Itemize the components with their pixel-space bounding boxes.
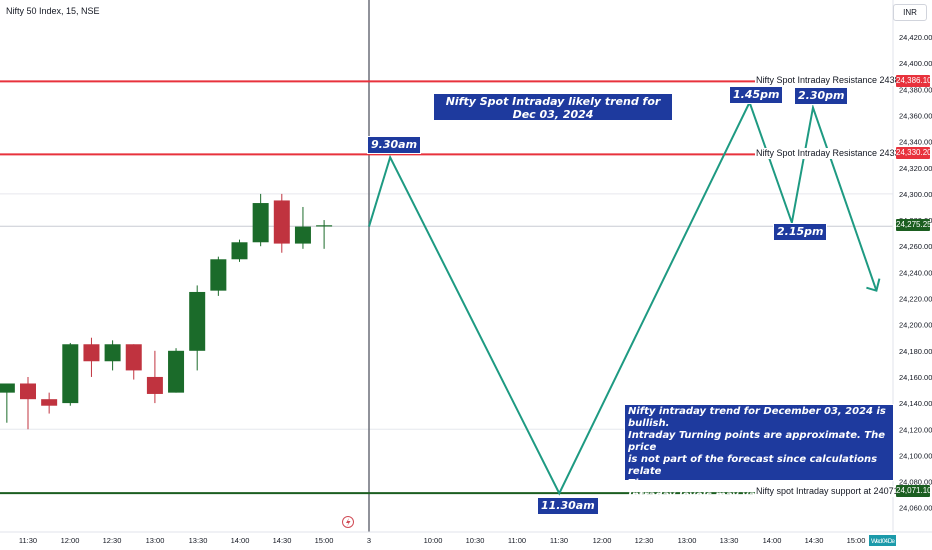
price-tick-label: 24,180.00: [899, 347, 932, 356]
time-tick-label: 10:00: [424, 536, 443, 545]
candle-body: [146, 376, 163, 394]
price-tick-label: 24,200.00: [899, 321, 932, 330]
candle-body: [20, 383, 36, 400]
price-tick-label: 24,360.00: [899, 111, 932, 120]
price-tick-label: 24,380.00: [899, 85, 932, 94]
support-price-tag: 24,071.10: [896, 485, 932, 497]
note-line: Nifty intraday trend for December 03, 20…: [628, 406, 886, 429]
time-tick-label: 14:00: [231, 536, 250, 545]
time-tick-label: 13:00: [678, 536, 697, 545]
candle-body: [294, 226, 311, 244]
forecast-note-box: Nifty intraday trend for December 03, 20…: [624, 404, 894, 525]
time-tick-label: 12:00: [61, 536, 80, 545]
price-tick-label: 24,420.00: [899, 33, 932, 42]
resistance-price-tag-1: 24,386.10: [896, 75, 932, 87]
time-tick-label: 11:30: [19, 536, 37, 545]
resistance-price-tag-2: 24,330.20: [896, 147, 932, 159]
time-tick-label: 13:00: [146, 536, 165, 545]
time-tick-label: Wed 04 De: [871, 538, 895, 545]
price-tick-label: 24,140.00: [899, 399, 932, 408]
resistance-label-2: Nifty Spot Intraday Resistance 24330: [755, 148, 906, 159]
candle-body: [104, 344, 121, 362]
candle-body: [168, 350, 185, 393]
price-tick-label: 24,240.00: [899, 268, 932, 277]
candle-body: [0, 383, 15, 393]
symbol-label: Nifty 50 Index, 15, NSE: [6, 6, 100, 16]
price-tick-label: 24,320.00: [899, 164, 932, 173]
resistance-label-1: Nifty Spot Intraday Resistance 24386: [755, 75, 906, 86]
time-tick-label: 13:30: [720, 536, 739, 545]
candle-body: [316, 225, 333, 227]
time-tick-label: 14:30: [805, 536, 824, 545]
price-tick-label: 24,160.00: [899, 373, 932, 382]
turning-point-label: 2.15pm: [773, 223, 828, 241]
price-tick-label: 24,300.00: [899, 190, 932, 199]
flash-icon: [342, 516, 354, 528]
note-line: on the either side.: [628, 514, 733, 525]
price-tick-label: 24,260.00: [899, 242, 932, 251]
note-line: Time.: [628, 478, 660, 489]
time-tick-label: 14:00: [763, 536, 782, 545]
current-price-tag: 24,275.25: [896, 219, 932, 231]
time-tick-label: 15:00: [315, 536, 334, 545]
candle-body: [273, 200, 290, 244]
currency-selector[interactable]: INR: [893, 4, 927, 21]
support-label: Nifty spot Intraday support at 24071: [755, 486, 900, 497]
forecast-title-box: Nifty Spot Intraday likely trend for Dec…: [433, 93, 673, 134]
forecast-arrowhead: [866, 278, 881, 292]
candle-body: [41, 399, 58, 406]
price-tick-label: 24,060.00: [899, 504, 932, 513]
website-text: www.mastersinnifty.com: [476, 121, 630, 134]
candle-body: [125, 344, 142, 371]
turning-point-label: 11.30am: [537, 497, 599, 515]
candle-body: [252, 203, 269, 243]
note-line: Intraday levels may vary based on the pr…: [628, 490, 876, 513]
note-line: is not part of the forecast since calcul…: [628, 454, 878, 477]
price-tick-label: 24,100.00: [899, 451, 932, 460]
forecast-title: Nifty Spot Intraday likely trend for Dec…: [445, 95, 661, 121]
candle-body: [210, 259, 227, 291]
candle-body: [83, 344, 100, 362]
candle-body: [189, 291, 206, 351]
time-tick-label: 12:00: [593, 536, 612, 545]
price-tick-label: 24,340.00: [899, 138, 932, 147]
time-tick-label: 14:30: [273, 536, 292, 545]
price-tick-label: 24,220.00: [899, 295, 932, 304]
time-tick-label: 3: [367, 536, 371, 545]
time-tick-label: 10:30: [466, 536, 485, 545]
turning-point-label: 2.30pm: [794, 87, 849, 105]
candle-body: [231, 242, 248, 260]
price-tick-label: 24,120.00: [899, 425, 932, 434]
date-highlight: [869, 535, 896, 546]
time-tick-label: 12:30: [103, 536, 122, 545]
price-tick-label: 24,080.00: [899, 478, 932, 487]
candle-body: [62, 344, 79, 404]
note-line: Intraday Turning points are approximate.…: [628, 430, 885, 453]
time-tick-label: 11:00: [508, 536, 526, 545]
time-tick-label: 13:30: [189, 536, 208, 545]
turning-point-label: 1.45pm: [729, 86, 784, 104]
flash-icon-bolt: [346, 518, 351, 527]
turning-point-label: 9.30am: [367, 136, 422, 154]
time-tick-label: 12:30: [635, 536, 654, 545]
time-tick-label: 11:30: [550, 536, 568, 545]
price-tick-label: 24,400.00: [899, 59, 932, 68]
time-tick-label: 15:00: [847, 536, 866, 545]
